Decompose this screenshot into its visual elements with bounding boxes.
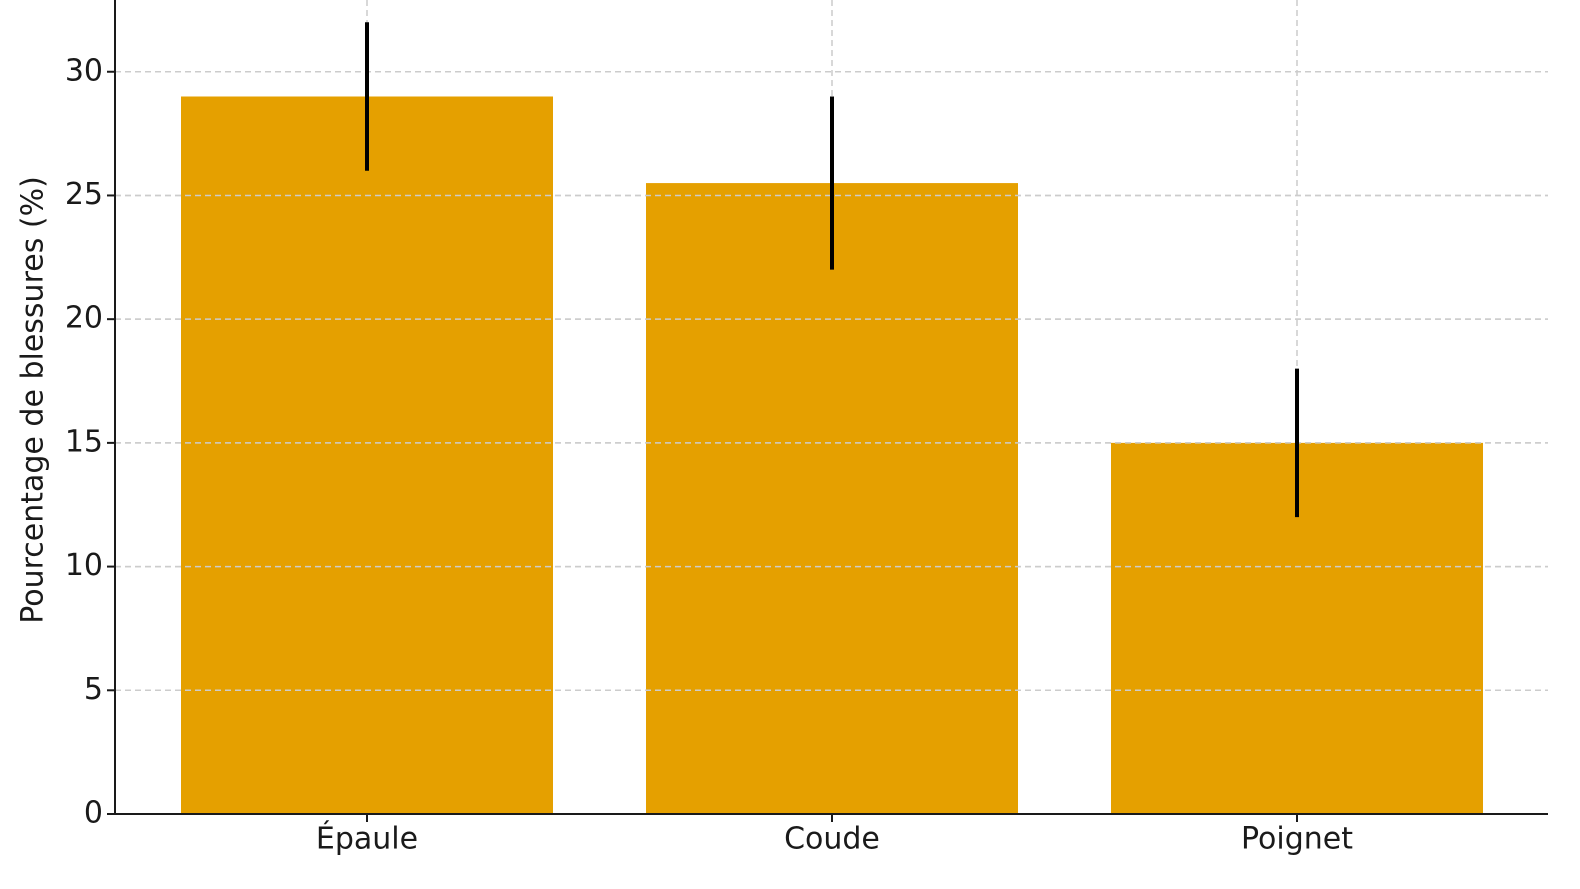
bar bbox=[181, 96, 553, 814]
y-tick-label: 10 bbox=[65, 548, 103, 583]
y-tick-label: 15 bbox=[65, 424, 103, 459]
bar bbox=[646, 183, 1018, 815]
y-axis-label: Pourcentage de blessures (%) bbox=[16, 176, 51, 624]
x-tick-label: Poignet bbox=[1241, 822, 1353, 857]
x-tick-label: Coude bbox=[784, 822, 880, 857]
y-tick-label: 30 bbox=[65, 53, 103, 88]
y-tick-label: 20 bbox=[65, 301, 103, 336]
y-tick-label: 0 bbox=[84, 796, 103, 831]
y-tick-label: 5 bbox=[84, 672, 103, 707]
y-tick-label: 25 bbox=[65, 177, 103, 212]
x-tick-label: Épaule bbox=[316, 821, 418, 857]
